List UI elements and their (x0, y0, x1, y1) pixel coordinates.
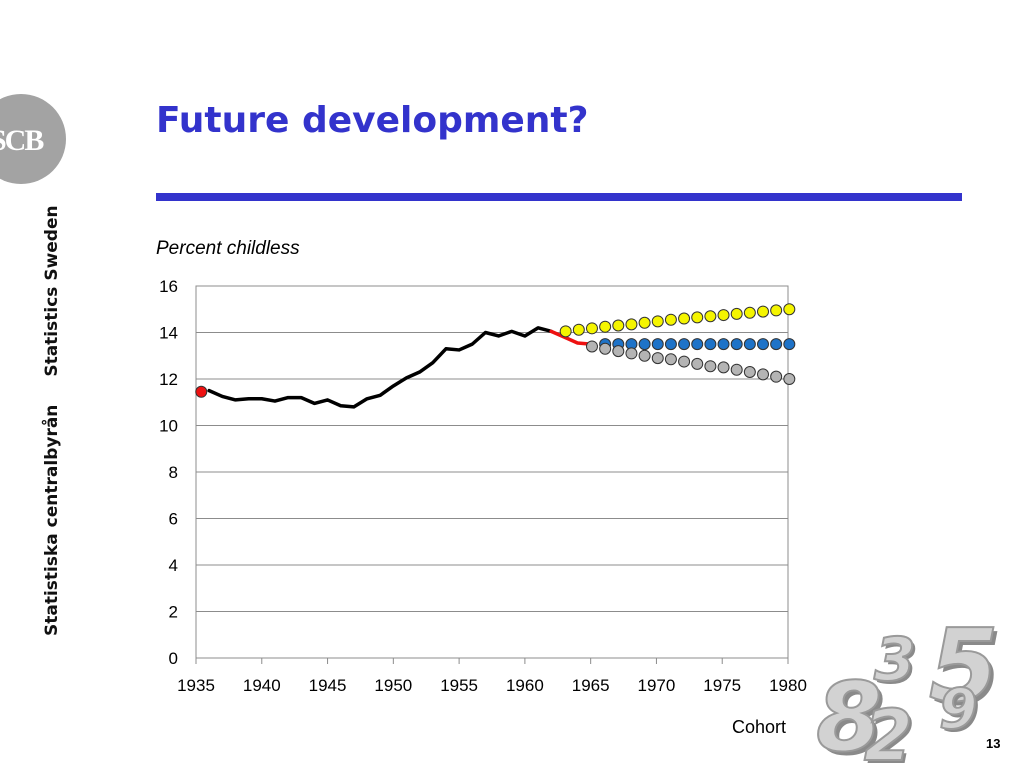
series-3-point (783, 303, 796, 316)
series-3-point (585, 322, 598, 335)
x-tick-label: 1965 (572, 676, 610, 695)
series-5-point (638, 349, 651, 362)
y-tick-label: 2 (169, 603, 178, 622)
x-tick-label: 1940 (243, 676, 281, 695)
series-4-point (743, 338, 756, 351)
series-3-point (730, 307, 743, 320)
deco-digit-5-face: 5 (929, 607, 999, 724)
series-line-1 (549, 329, 593, 346)
decorative-digits-graphic: 8 8 3 3 5 5 2 2 9 9 (815, 606, 1003, 768)
deco-digit-2-face: 2 (864, 695, 913, 768)
series-3-point (664, 313, 677, 326)
series-5-point (664, 353, 677, 366)
x-axis-title: Cohort (732, 717, 787, 737)
x-tick-label: 1960 (506, 676, 544, 695)
x-tick-label: 1980 (769, 676, 807, 695)
series-4-point (783, 338, 796, 351)
series-4-point (638, 338, 651, 351)
logo-text: SCB (0, 124, 44, 157)
series-2-point (195, 385, 208, 398)
series-3-point (743, 306, 756, 319)
y-tick-label: 0 (169, 649, 178, 668)
page-number: 13 (986, 736, 1001, 751)
deco-digit-2: 2 (867, 698, 916, 768)
y-tick-label: 4 (169, 556, 178, 575)
deco-digit-8: 8 (820, 667, 886, 768)
series-5-point (770, 370, 783, 383)
series-5-point (612, 345, 625, 358)
series-line-0 (207, 326, 553, 409)
series-3-point (678, 312, 691, 325)
series-5-point (585, 340, 598, 353)
x-tick-label: 1975 (703, 676, 741, 695)
plot-frame (195, 285, 789, 659)
series-3-point (717, 309, 730, 322)
series-5-point (691, 357, 704, 370)
title-underline (156, 193, 962, 201)
series-3-point (612, 319, 625, 332)
series-4-point (651, 338, 664, 351)
series-4-point (730, 338, 743, 351)
series-3-point (770, 304, 783, 317)
series-5-point (717, 361, 730, 374)
slide-title: Future development? (156, 100, 589, 141)
series-3-point (599, 320, 612, 333)
series-5-point (704, 360, 717, 373)
y-tick-label: 14 (159, 324, 178, 343)
series-5-point (743, 366, 756, 379)
deco-digit-9: 9 (942, 680, 980, 744)
series-4-point (757, 338, 770, 351)
deco-digit-9-face: 9 (939, 677, 977, 741)
y-tick-label: 12 (159, 370, 178, 389)
series-4-point (678, 338, 691, 351)
series-5-point (678, 355, 691, 368)
series-4-point (770, 338, 783, 351)
x-tick-label: 1950 (374, 676, 412, 695)
series-3-point (757, 305, 770, 318)
y-tick-label: 10 (159, 417, 178, 436)
series-3-point (704, 310, 717, 323)
series-3-point (572, 323, 585, 336)
deco-digit-8-face: 8 (816, 663, 882, 768)
series-4-point (664, 338, 677, 351)
y-tick-label: 16 (159, 277, 178, 296)
x-tick-label: 1955 (440, 676, 478, 695)
series-5-point (599, 342, 612, 355)
series-3-point (559, 325, 572, 338)
series-5-point (757, 368, 770, 381)
series-3-point (625, 318, 638, 331)
scb-logo: SCB (0, 94, 66, 184)
series-3-point (651, 315, 664, 328)
series-5-point (651, 352, 664, 365)
deco-digit-3: 3 (877, 628, 919, 698)
deco-digit-3-face: 3 (874, 625, 916, 695)
y-tick-label: 6 (169, 510, 178, 529)
series-5-point (625, 347, 638, 360)
series-5-point (783, 373, 796, 385)
y-tick-label: 8 (169, 463, 178, 482)
x-tick-label: 1970 (638, 676, 676, 695)
chart-title: Percent childless (156, 238, 300, 259)
x-tick-label: 1945 (309, 676, 347, 695)
series-4-point (717, 338, 730, 351)
series-4-point (704, 338, 717, 351)
series-5-point (730, 363, 743, 376)
series-4-point (691, 338, 704, 351)
series-3-point (691, 311, 704, 324)
deco-digit-5: 5 (933, 611, 1003, 728)
series-3-point (638, 316, 651, 329)
x-tick-label: 1935 (177, 676, 215, 695)
